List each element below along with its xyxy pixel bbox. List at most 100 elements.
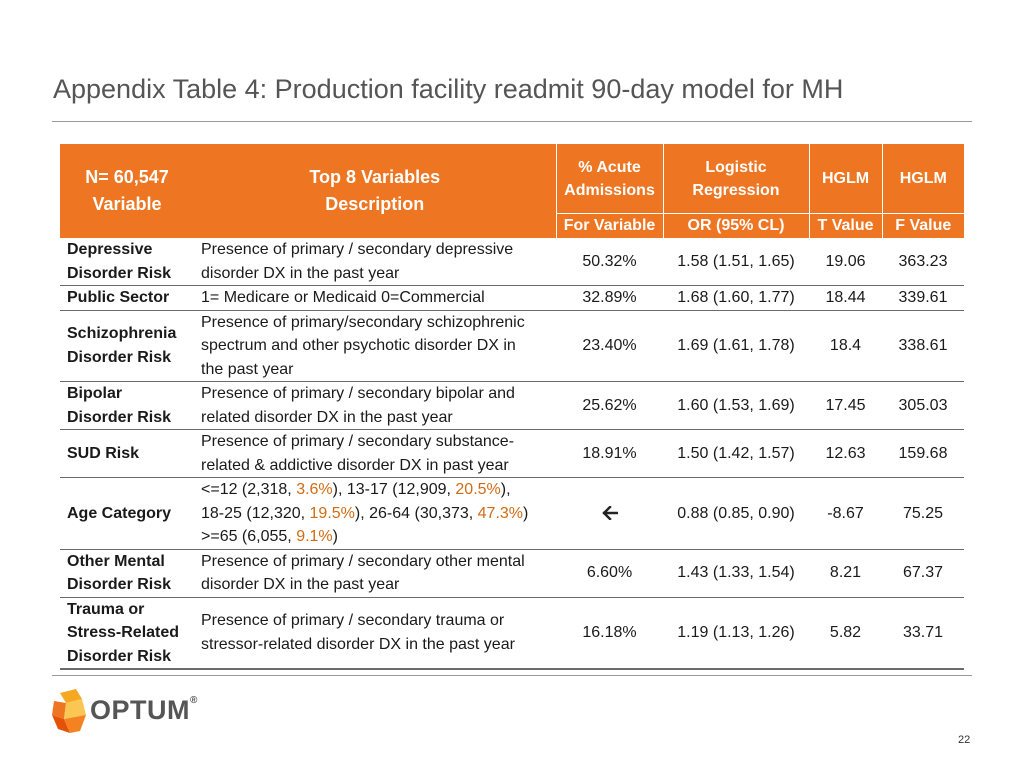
or-cell: 1.60 (1.53, 1.69) (663, 381, 809, 430)
t-value-cell: 19.06 (809, 238, 882, 286)
description-cell: Presence of primary / secondary trauma o… (194, 597, 556, 670)
header-pct-line1: % Acute (578, 158, 641, 176)
age-pct-highlight: 19.5% (309, 504, 355, 522)
header-description-line2: Description (325, 194, 425, 214)
description-line: Presence of primary / secondary trauma o… (201, 612, 505, 630)
description-cell: Presence of primary/secondary schizophre… (194, 310, 556, 382)
table-row: Trauma or Stress-Related Disorder Risk P… (60, 597, 964, 670)
pct-cell: 50.32% (556, 238, 663, 286)
or-cell: 1.50 (1.42, 1.57) (663, 429, 809, 478)
description-cell: Presence of primary / secondary substanc… (194, 429, 556, 478)
table-row: Bipolar Disorder Risk Presence of primar… (60, 381, 964, 430)
age-text: >=65 (6,055, (201, 528, 297, 545)
variable-line: Stress-Related (67, 624, 180, 641)
description-line: related disorder DX in the past year (201, 408, 453, 426)
pct-cell: 16.18% (556, 597, 663, 670)
header-hglm-t-label: HGLM (821, 170, 870, 188)
pct-cell: 32.89% (556, 285, 663, 311)
table-row: Depressive Disorder Risk Presence of pri… (60, 238, 964, 286)
header-pct-acute: % Acute Admissions (555, 144, 663, 214)
variable-line: Disorder Risk (67, 647, 172, 665)
description-cell: Presence of primary / secondary other me… (194, 549, 556, 598)
variable-line: Disorder Risk (67, 264, 172, 282)
variable-cell: Public Sector (60, 285, 194, 311)
f-value-cell: 159.68 (882, 429, 964, 478)
description-line: Presence of primary / secondary bipolar … (201, 385, 515, 402)
variable-line: Disorder Risk (67, 348, 172, 366)
description-line: stressor-related disorder DX in the past… (201, 635, 515, 653)
description-line: spectrum and other psychotic disorder DX… (201, 337, 516, 354)
description-cell: Presence of primary / secondary depressi… (194, 238, 556, 286)
f-value-cell: 338.61 (882, 310, 964, 382)
t-value-cell: 17.45 (809, 381, 882, 430)
header-logistic-line1: Logistic (705, 158, 767, 176)
header-description-line1: Top 8 Variables (309, 167, 441, 187)
age-pct-highlight: 3.6% (296, 481, 333, 498)
age-pct-highlight: 47.3% (477, 504, 524, 522)
description-line: Presence of primary / secondary depressi… (201, 241, 514, 258)
f-value-cell: 363.23 (882, 238, 964, 286)
pct-cell: 25.62% (556, 381, 663, 430)
model-table-container: N= 60,547 Variable Top 8 Variables Descr… (60, 144, 964, 670)
or-cell: 1.69 (1.61, 1.78) (663, 310, 809, 382)
age-pct-highlight: 20.5% (455, 481, 501, 498)
model-table: N= 60,547 Variable Top 8 Variables Descr… (60, 144, 964, 670)
header-variable-line2: Variable (92, 194, 162, 214)
variable-cell: SUD Risk (60, 429, 194, 478)
table-body: Depressive Disorder Risk Presence of pri… (60, 238, 964, 670)
t-value-cell: 18.4 (809, 310, 882, 382)
logo-registered-mark: ® (190, 695, 198, 706)
header-description: Top 8 Variables Description (194, 144, 556, 238)
pct-cell (556, 477, 663, 550)
age-text: ) (523, 504, 529, 522)
age-text: ), 13-17 (12,909, (332, 481, 456, 498)
variable-cell: Trauma or Stress-Related Disorder Risk (60, 597, 194, 670)
description-line: related & addictive disorder DX in past … (201, 456, 509, 474)
f-value-cell: 305.03 (882, 381, 964, 430)
header-sub-f-value: F Value (881, 213, 964, 238)
header-logistic: Logistic Regression (662, 144, 809, 214)
age-text: ), (500, 481, 511, 498)
optum-logo-icon (52, 689, 86, 733)
description-cell: 1= Medicare or Medicaid 0=Commercial (194, 285, 556, 311)
age-text: 18-25 (12,320, (201, 504, 310, 522)
variable-line: Schizophrenia (67, 325, 177, 343)
description-line: Presence of primary/secondary schizophre… (201, 313, 525, 331)
optum-logo: OPTUM® (52, 689, 252, 737)
description-line: disorder DX in the past year (201, 264, 400, 282)
or-cell: 1.19 (1.13, 1.26) (663, 597, 809, 670)
table-row: Public Sector 1= Medicare or Medicaid 0=… (60, 285, 964, 311)
variable-line: Bipolar (67, 385, 123, 402)
variable-line: Public Sector (67, 289, 170, 306)
description-cell: <=12 (2,318, 3.6%), 13-17 (12,909, 20.5%… (194, 477, 556, 550)
left-arrow-icon (601, 505, 618, 521)
header-sub-t-value: T Value (808, 213, 882, 238)
or-cell: 1.58 (1.51, 1.65) (663, 238, 809, 286)
age-text: <=12 (2,318, (201, 481, 297, 498)
header-pct-line2: Admissions (564, 181, 655, 199)
variable-line: Trauma or (67, 600, 145, 618)
variable-line: Depressive (67, 241, 153, 258)
age-text: ) (332, 528, 338, 545)
t-value-cell: 12.63 (809, 429, 882, 478)
variable-cell: Schizophrenia Disorder Risk (60, 310, 194, 382)
table-row: Age Category <=12 (2,318, 3.6%), 13-17 (… (60, 477, 964, 550)
header-hglm-t: HGLM (808, 144, 882, 214)
f-value-cell: 67.37 (882, 549, 964, 598)
header-sub-for-variable: For Variable (555, 213, 663, 238)
pct-cell: 23.40% (556, 310, 663, 382)
variable-cell: Bipolar Disorder Risk (60, 381, 194, 430)
age-text: ), 26-64 (30,373, (354, 504, 478, 522)
variable-line: Disorder Risk (67, 576, 172, 593)
optum-logo-text: OPTUM® (90, 695, 198, 726)
footer-divider (52, 675, 972, 676)
header-variable: N= 60,547 Variable (60, 144, 194, 238)
header-hglm-f-label: HGLM (899, 170, 947, 188)
or-cell: 1.43 (1.33, 1.54) (663, 549, 809, 598)
variable-line: Age Category (67, 504, 172, 522)
page-title: Appendix Table 4: Production facility re… (53, 74, 844, 104)
table-header: N= 60,547 Variable Top 8 Variables Descr… (60, 144, 964, 238)
description-cell: Presence of primary / secondary bipolar … (194, 381, 556, 430)
logo-word: OPTUM (90, 695, 190, 725)
variable-line: Disorder Risk (67, 408, 172, 426)
